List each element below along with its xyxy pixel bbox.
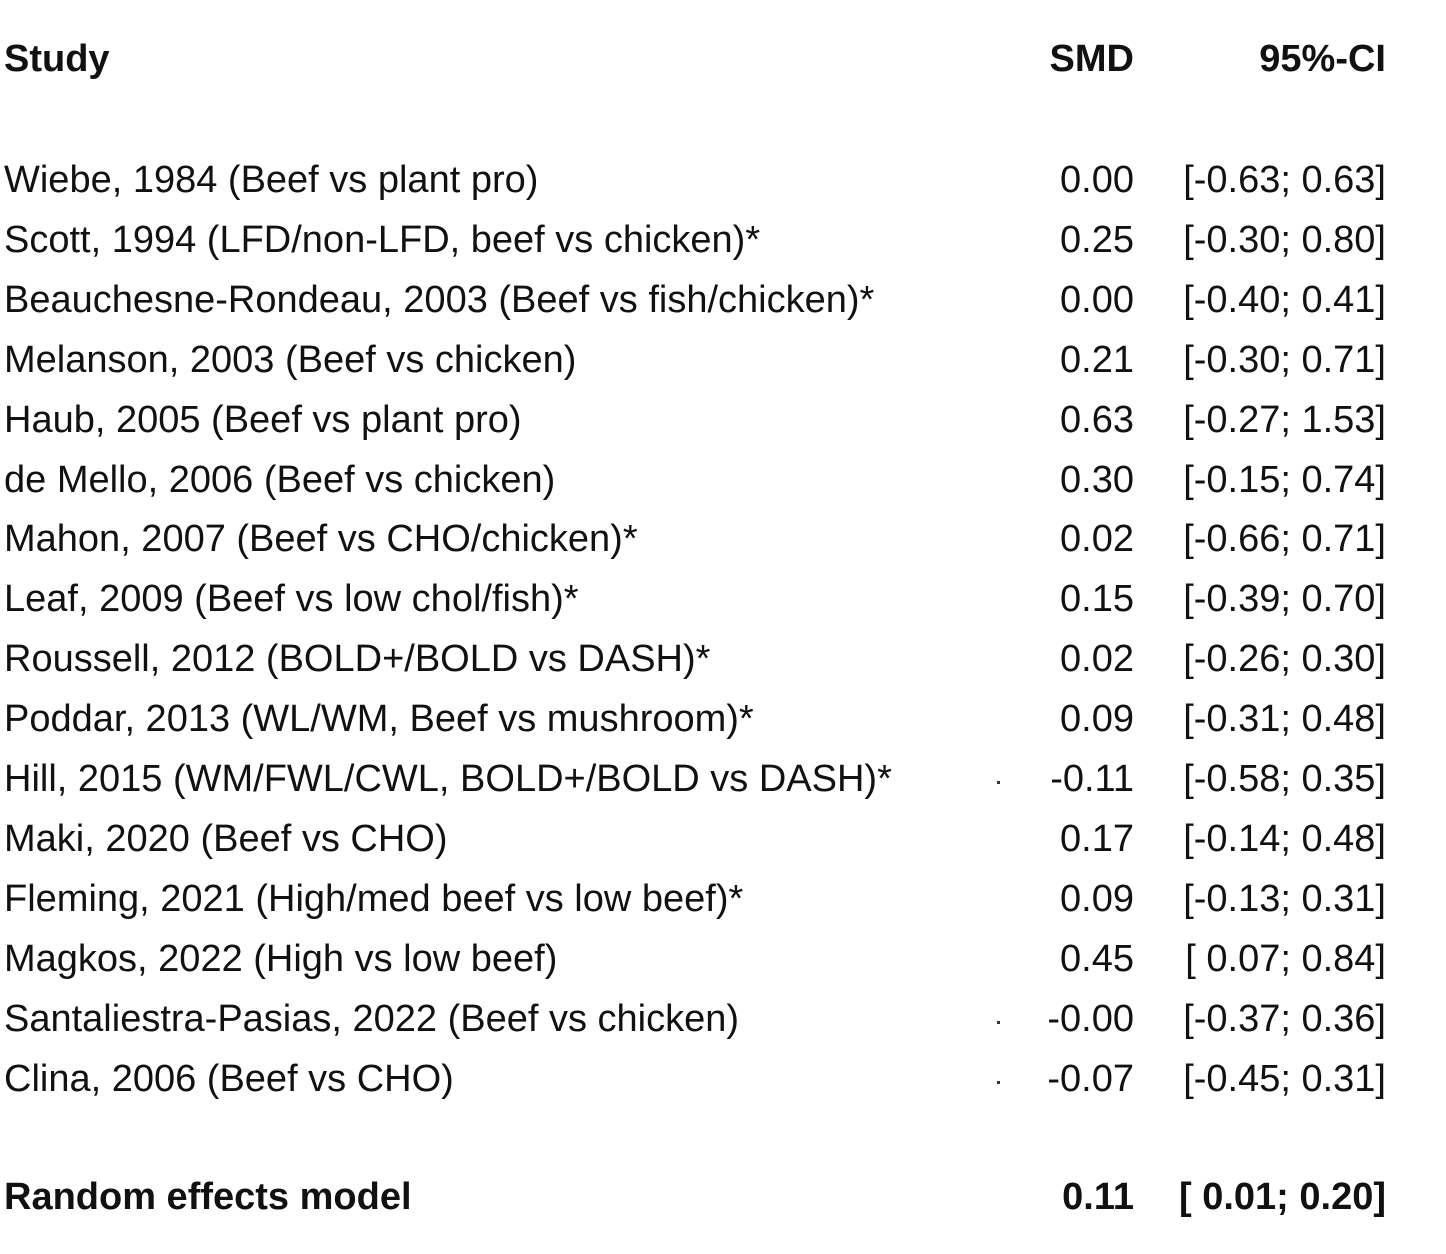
table-row: Haub, 2005 (Beef vs plant pro) 0.63 [-0.27…: [0, 395, 1446, 455]
header-smd: SMD: [1049, 38, 1134, 80]
summary-ci: [ 0.01; 0.20]: [1179, 1176, 1386, 1218]
study-smd: -0.07: [1047, 1057, 1134, 1100]
study-smd: -0.11: [1050, 758, 1134, 800]
study-ci: [ 0.07; 0.84]: [1185, 937, 1386, 980]
study-label: Beauchesne-Rondeau, 2003 (Beef vs fish/c…: [4, 278, 875, 321]
study-ci: [-0.30; 0.71]: [1183, 338, 1386, 381]
study-label: Santaliestra-Pasias, 2022 (Beef vs chick…: [4, 997, 740, 1040]
study-label: de Mello, 2006 (Beef vs chicken): [4, 458, 556, 501]
study-label: Melanson, 2003 (Beef vs chicken): [4, 338, 577, 381]
study-smd: -0.00: [1047, 997, 1134, 1040]
study-smd: 0.63: [1060, 398, 1134, 441]
study-label: Wiebe, 1984 (Beef vs plant pro): [4, 159, 539, 201]
table-row: Poddar, 2013 (WL/WM, Beef vs mushroom)* 0…: [0, 694, 1446, 754]
study-ci: [-0.30; 0.80]: [1183, 218, 1386, 261]
study-smd: 0.45: [1060, 937, 1134, 980]
tick-mark: [997, 1080, 1000, 1084]
study-ci: [-0.40; 0.41]: [1183, 278, 1386, 321]
study-ci: [-0.63; 0.63]: [1183, 159, 1386, 201]
summary-row: Random effects model 0.11 [ 0.01; 0.20]: [0, 1172, 1446, 1232]
study-ci: [-0.37; 0.36]: [1183, 997, 1386, 1040]
study-ci: [-0.13; 0.31]: [1183, 877, 1386, 920]
study-ci: [-0.45; 0.31]: [1183, 1057, 1386, 1100]
study-label: Roussell, 2012 (BOLD+/BOLD vs DASH)*: [4, 638, 711, 681]
study-smd: 0.25: [1060, 218, 1134, 261]
table-row: Beauchesne-Rondeau, 2003 (Beef vs fish/c…: [0, 275, 1446, 335]
study-label: Clina, 2006 (Beef vs CHO): [4, 1057, 454, 1100]
tick-mark: [997, 781, 1000, 784]
table-row: Santaliestra-Pasias, 2022 (Beef vs chick…: [0, 994, 1446, 1054]
study-ci: [-0.58; 0.35]: [1183, 758, 1386, 800]
study-smd: 0.00: [1060, 278, 1134, 321]
table-row: Clina, 2006 (Beef vs CHO) -0.07 [-0.45; 0.…: [0, 1054, 1446, 1114]
study-label: Maki, 2020 (Beef vs CHO): [4, 817, 448, 860]
study-smd: 0.02: [1060, 638, 1134, 681]
study-smd: 0.21: [1060, 338, 1134, 381]
study-smd: 0.00: [1060, 159, 1134, 201]
header-study: Study: [4, 38, 110, 80]
summary-label: Random effects model: [4, 1176, 412, 1218]
header-ci: 95%-CI: [1259, 38, 1386, 80]
table-row: Mahon, 2007 (Beef vs CHO/chicken)* 0.02 [-…: [0, 514, 1446, 574]
study-ci: [-0.39; 0.70]: [1183, 578, 1386, 621]
study-smd: 0.15: [1060, 578, 1134, 621]
table-row: Roussell, 2012 (BOLD+/BOLD vs DASH)* 0.02…: [0, 634, 1446, 694]
table-row: Magkos, 2022 (High vs low beef) 0.45 [ 0.0…: [0, 934, 1446, 994]
table-row: Melanson, 2003 (Beef vs chicken) 0.21 [-0.…: [0, 335, 1446, 395]
study-label: Haub, 2005 (Beef vs plant pro): [4, 398, 522, 441]
study-ci: [-0.66; 0.71]: [1183, 518, 1386, 561]
study-smd: 0.30: [1060, 458, 1134, 501]
table-row: Leaf, 2009 (Beef vs low chol/fish)* 0.15 […: [0, 574, 1446, 634]
study-label: Leaf, 2009 (Beef vs low chol/fish)*: [4, 578, 579, 621]
study-smd: 0.09: [1060, 877, 1134, 920]
study-smd: 0.09: [1060, 698, 1134, 741]
study-label: Scott, 1994 (LFD/non-LFD, beef vs chicke…: [4, 218, 761, 261]
table-row: Hill, 2015 (WM/FWL/CWL, BOLD+/BOLD vs DA…: [0, 754, 1446, 814]
study-ci: [-0.31; 0.48]: [1183, 698, 1386, 741]
summary-smd: 0.11: [1062, 1176, 1134, 1218]
study-ci: [-0.27; 1.53]: [1183, 398, 1386, 441]
table-row: Scott, 1994 (LFD/non-LFD, beef vs chicke…: [0, 215, 1446, 275]
study-label: Fleming, 2021 (High/med beef vs low beef…: [4, 877, 744, 920]
study-ci: [-0.26; 0.30]: [1183, 638, 1386, 681]
study-label: Magkos, 2022 (High vs low beef): [4, 937, 558, 980]
tick-mark: [997, 1020, 1000, 1024]
study-ci: [-0.14; 0.48]: [1183, 817, 1386, 860]
table-row: de Mello, 2006 (Beef vs chicken) 0.30 [-0.…: [0, 455, 1446, 515]
table-row: Maki, 2020 (Beef vs CHO) 0.17 [-0.14; 0.48…: [0, 814, 1446, 874]
study-label: Poddar, 2013 (WL/WM, Beef vs mushroom)*: [4, 698, 754, 741]
study-ci: [-0.15; 0.74]: [1183, 458, 1386, 501]
study-smd: 0.17: [1060, 817, 1134, 860]
table-row: Wiebe, 1984 (Beef vs plant pro) 0.00 [-0.6…: [0, 155, 1446, 215]
study-label: Hill, 2015 (WM/FWL/CWL, BOLD+/BOLD vs DA…: [4, 758, 892, 800]
table-row: Fleming, 2021 (High/med beef vs low beef…: [0, 874, 1446, 934]
study-smd: 0.02: [1060, 518, 1134, 561]
study-label: Mahon, 2007 (Beef vs CHO/chicken)*: [4, 518, 638, 561]
